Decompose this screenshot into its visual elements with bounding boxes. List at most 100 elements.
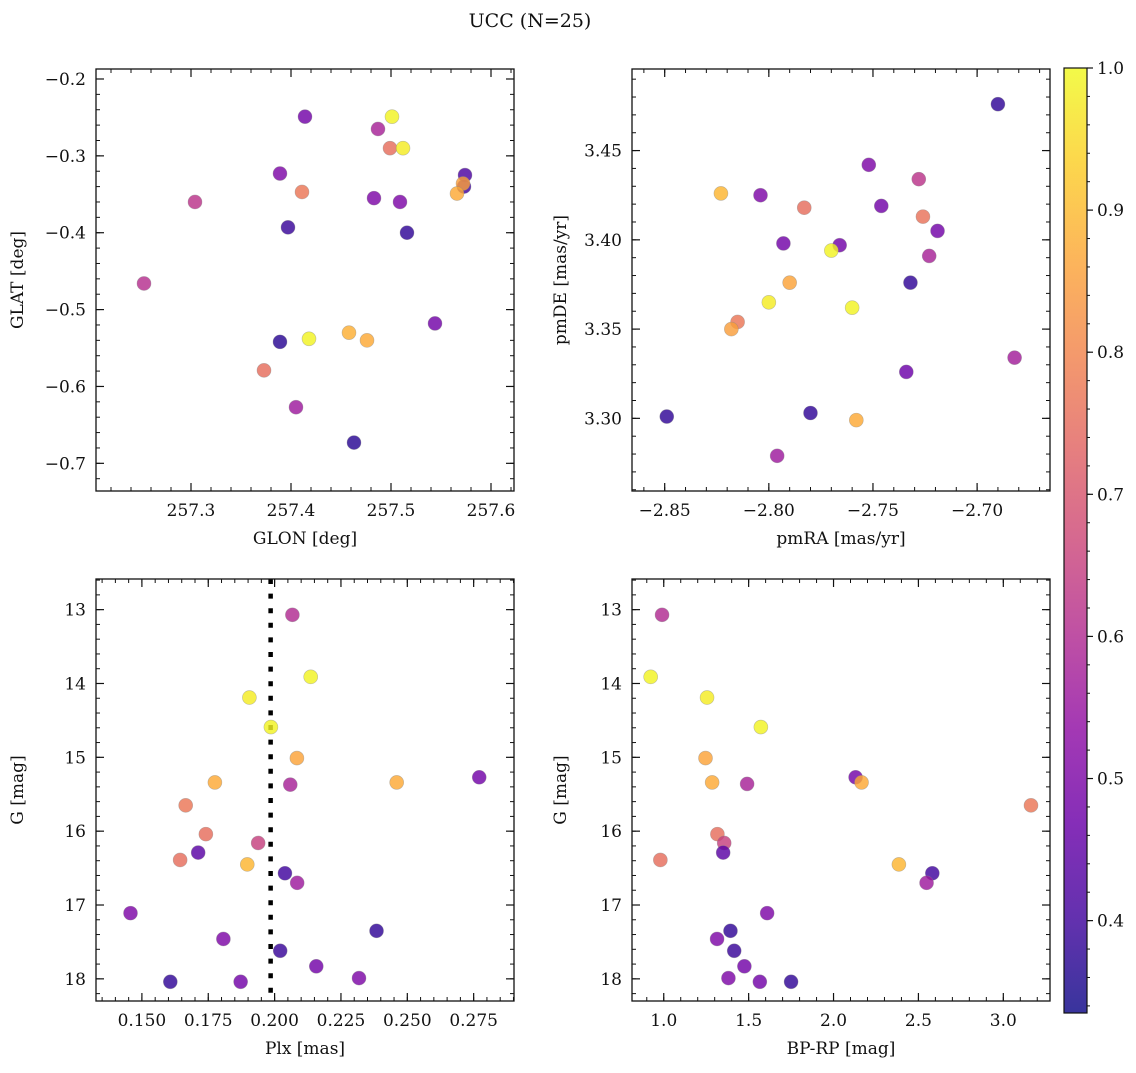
data-point	[272, 943, 288, 959]
colorbar-tick-label: 0.8	[1097, 343, 1124, 363]
x-tick-label: −2.70	[951, 501, 1003, 521]
data-point	[921, 248, 937, 264]
scatter-points	[136, 109, 473, 450]
y-tick-label: −0.4	[45, 224, 86, 244]
y-tick-label: 13	[64, 601, 86, 621]
data-point	[198, 826, 214, 842]
y-tick-label: 13	[600, 601, 622, 621]
data-point	[277, 865, 293, 881]
y-tick-label: 15	[600, 748, 622, 768]
data-point	[803, 405, 818, 421]
data-point	[759, 905, 775, 921]
colorbar-gradient	[1064, 68, 1087, 1013]
data-point	[769, 448, 785, 464]
panel-bprp-g: 1.0 1.5 2.0 2.5 3.0 13 14 15 16 17 18 BP-RP [mag] G …	[551, 578, 1051, 1059]
panel-pmra-pmde: −2.85 −2.80 −2.75 −2.70 3.30 3.35 3.40 3.45 pmRA…	[551, 68, 1051, 549]
x-axis-label: BP-RP [mag]	[787, 1039, 896, 1059]
data-point	[163, 974, 178, 990]
x-tick-label: 2.5	[905, 1011, 932, 1031]
x-axis-label: Plx [mas]	[265, 1039, 345, 1059]
x-axis-label: pmRA [mas/yr]	[776, 529, 905, 549]
figure-title: UCC (N=25)	[469, 10, 592, 32]
y-tick-label: 3.40	[584, 231, 622, 251]
panel-glon-glat: 257.3 257.4 257.5 257.6 −0.2 −0.3 −0.4 −0.5 −0.6…	[8, 68, 515, 549]
data-point	[384, 109, 400, 124]
colorbar-tick-label: 0.4	[1097, 912, 1124, 932]
data-point	[392, 194, 408, 210]
axes-frame	[95, 68, 515, 492]
data-point	[369, 923, 384, 939]
data-point	[301, 331, 317, 347]
y-tick-label: 15	[64, 748, 86, 768]
x-tick-label: 257.3	[167, 501, 216, 521]
y-axis-label: pmDE [mas/yr]	[551, 215, 571, 345]
data-point	[233, 974, 248, 990]
data-point	[288, 399, 304, 415]
x-tick-label: −2.85	[639, 501, 691, 521]
data-point	[308, 958, 324, 974]
data-point	[737, 958, 752, 974]
x-tick-label: 3.0	[990, 1011, 1017, 1031]
data-point	[698, 750, 713, 766]
data-point	[250, 835, 266, 851]
data-point	[136, 276, 152, 291]
data-point	[783, 974, 799, 990]
axes-frame	[631, 578, 1051, 1002]
data-point	[930, 223, 945, 239]
data-point	[389, 775, 404, 790]
data-point	[282, 777, 298, 792]
x-tick-label: 1.0	[650, 1011, 677, 1031]
y-tick-label: −0.5	[45, 301, 86, 321]
data-point	[726, 943, 742, 959]
data-point	[272, 166, 288, 181]
data-point	[849, 412, 864, 428]
data-point	[1023, 798, 1039, 813]
y-tick-label: −0.7	[45, 454, 86, 474]
y-tick-label: 3.30	[584, 409, 622, 429]
data-point	[903, 275, 918, 290]
data-point	[654, 607, 670, 623]
data-point	[366, 190, 382, 206]
colorbar-tick-label: 0.7	[1097, 485, 1124, 505]
data-point	[256, 363, 272, 378]
y-tick-label: −0.6	[45, 377, 86, 397]
x-tick-label: 257.4	[267, 501, 316, 521]
data-point	[723, 923, 738, 939]
data-point	[351, 970, 367, 986]
x-tick-label: 0.150	[118, 1011, 167, 1031]
data-point	[844, 300, 860, 315]
data-point	[990, 96, 1006, 112]
data-point	[659, 409, 675, 424]
data-point	[382, 140, 398, 156]
colorbar-tick-label: 1.0	[1097, 59, 1124, 79]
x-tick-label: 0.200	[250, 1011, 299, 1031]
data-point	[187, 194, 203, 210]
data-point	[861, 157, 877, 173]
data-point	[824, 243, 839, 258]
data-point	[752, 974, 768, 990]
x-tick-label: 0.275	[449, 1011, 498, 1031]
data-point	[796, 200, 812, 216]
data-point	[289, 875, 305, 891]
colorbar-frame	[1063, 67, 1088, 1014]
data-point	[190, 845, 206, 860]
colorbar-tick-label: 0.5	[1097, 770, 1124, 790]
axes-frame	[95, 578, 515, 1002]
y-tick-label: 17	[64, 896, 86, 916]
data-point	[782, 275, 797, 290]
y-tick-label: −0.3	[45, 147, 86, 167]
data-point	[242, 690, 257, 705]
data-point	[207, 775, 223, 790]
data-point	[297, 109, 313, 124]
y-tick-label: 3.45	[584, 142, 622, 162]
data-point	[898, 364, 914, 380]
data-point	[709, 931, 725, 947]
data-point	[178, 798, 194, 813]
y-tick-label: 17	[600, 896, 622, 916]
data-point	[653, 852, 668, 868]
y-tick-label: 16	[600, 822, 622, 842]
x-tick-label: −2.80	[743, 501, 795, 521]
data-point	[399, 225, 415, 241]
data-point	[643, 669, 658, 685]
